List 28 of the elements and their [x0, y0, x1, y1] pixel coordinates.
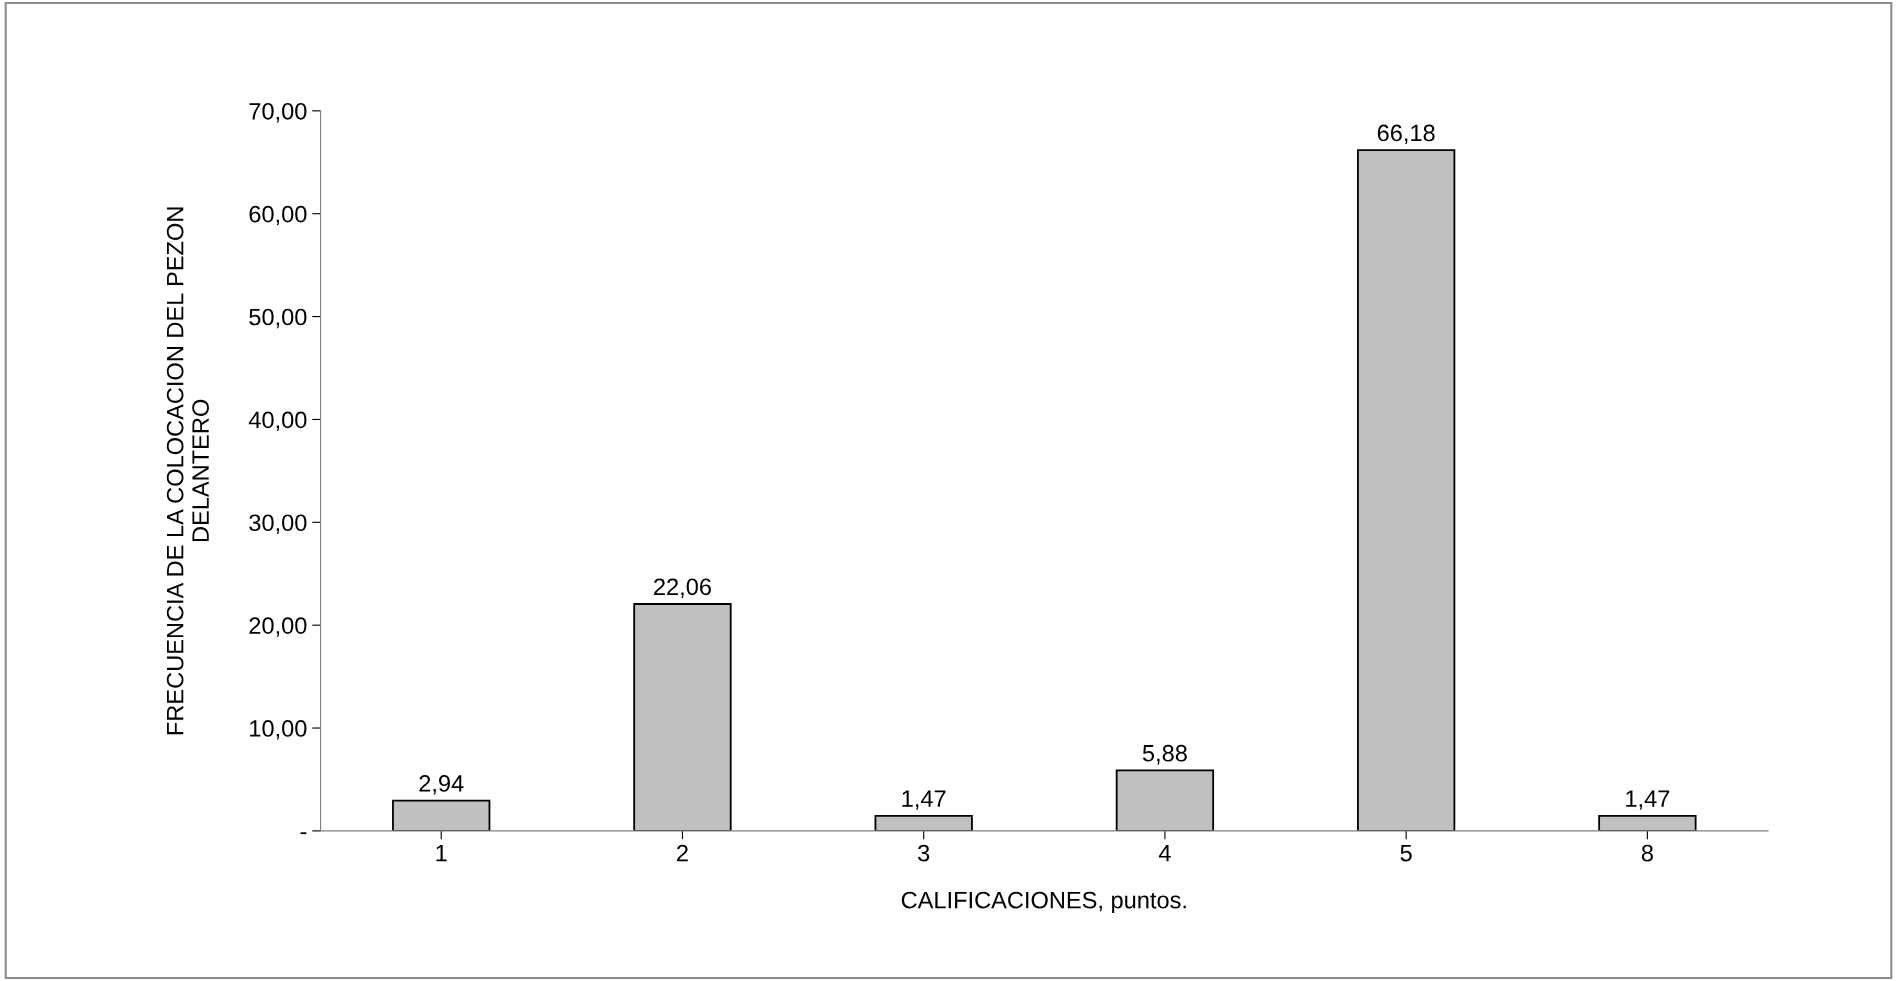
y-tick-label: 50,00	[249, 308, 307, 329]
data-label: 2,94	[419, 775, 464, 795]
bar	[1356, 149, 1456, 831]
x-tick-label: 8	[1641, 844, 1653, 862]
y-tick-label: 10,00	[250, 720, 307, 740]
data-label: 1,47	[902, 790, 946, 810]
data-label: 1,47	[1626, 790, 1670, 810]
x-tick-label: 3	[918, 844, 930, 862]
bar	[392, 799, 491, 831]
y-tick-label: 40,00	[248, 411, 307, 432]
y-tick-label: 60,00	[249, 205, 307, 226]
data-label: 22,06	[654, 578, 711, 598]
y-axis-title: FRECUENCIA DE LA COLOCACION DEL PEZON DELANTERO	[166, 207, 209, 735]
data-label: 5,88	[1142, 744, 1187, 765]
y-tick-label: -	[300, 832, 307, 835]
y-tick-label: 70,00	[249, 102, 307, 123]
data-label: 66,18	[1377, 124, 1435, 145]
x-tick-label: 2	[677, 844, 688, 862]
bar	[1115, 769, 1215, 831]
y-tick-label: 20,00	[249, 617, 307, 637]
bar	[1598, 814, 1697, 831]
x-axis-title: CALIFICACIONES, puntos.	[901, 891, 1186, 914]
bar	[633, 603, 732, 831]
x-tick-label: 5	[1400, 844, 1412, 862]
x-tick-label: 4	[1158, 844, 1171, 862]
bar	[874, 814, 973, 831]
y-tick-label: 30,00	[249, 514, 307, 534]
x-tick-label: 1	[436, 844, 447, 862]
